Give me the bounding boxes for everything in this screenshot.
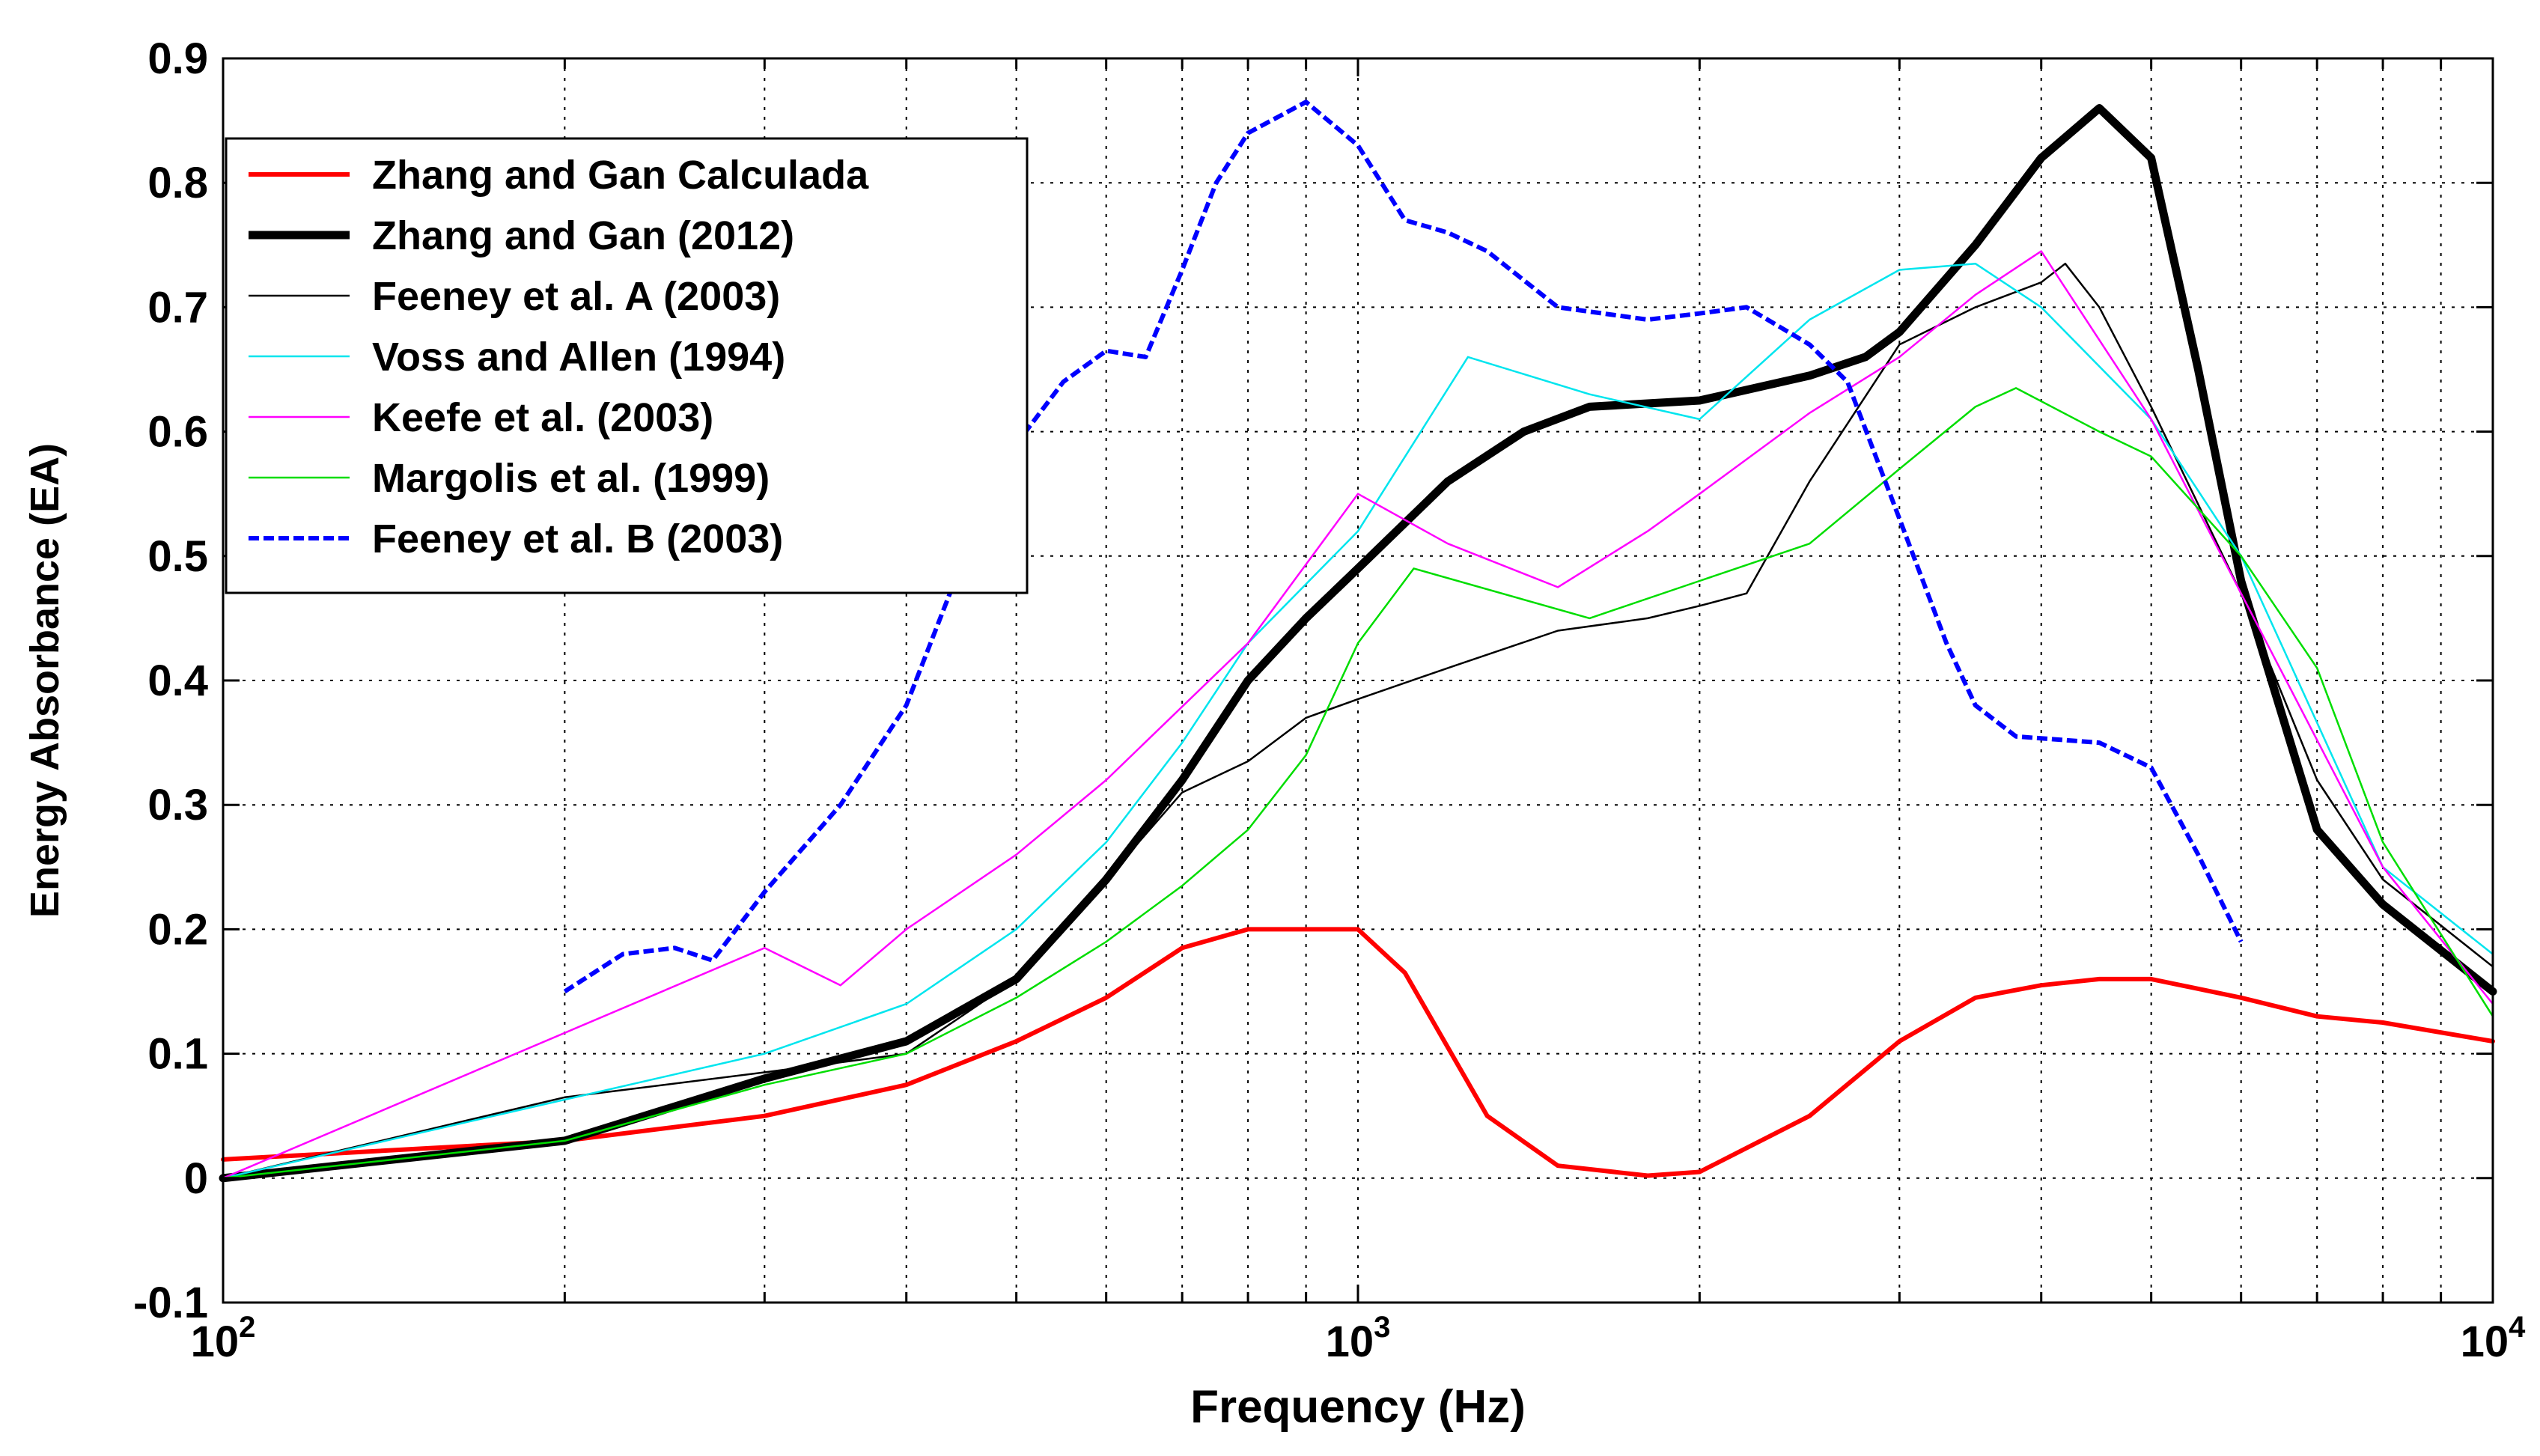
legend-label-1: Zhang and Gan Calculada bbox=[372, 153, 869, 198]
series-line-6 bbox=[222, 387, 2494, 1180]
x-axis-label: Frequency (Hz) bbox=[1190, 1381, 1526, 1433]
y-tick-label: 0.4 bbox=[147, 657, 208, 705]
legend: Zhang and Gan Calculada Zhang and Gan (20… bbox=[225, 137, 1029, 594]
legend-label-2: Zhang and Gan (2012) bbox=[372, 213, 794, 258]
y-tick-label: 0.8 bbox=[147, 159, 208, 207]
y-tick-label: 0.1 bbox=[147, 1030, 208, 1079]
y-tick-label: 0.2 bbox=[147, 905, 208, 954]
legend-label-4: Voss and Allen (1994) bbox=[372, 335, 785, 380]
legend-label-3: Feeney et al. A (2003) bbox=[372, 274, 780, 319]
y-tick-label: 0.7 bbox=[147, 283, 208, 332]
y-tick-label: 0 bbox=[184, 1154, 208, 1203]
y-tick-label: 0.9 bbox=[147, 34, 208, 83]
x-tick-label: 102 bbox=[191, 1311, 256, 1366]
series-layer bbox=[219, 100, 2497, 1183]
series-line-5 bbox=[222, 250, 2494, 1180]
y-tick-label: 0.6 bbox=[147, 408, 208, 457]
legend-label-5: Keefe et al. (2003) bbox=[372, 395, 713, 440]
x-tick-label: 104 bbox=[2461, 1311, 2527, 1366]
y-axis-label: Energy Absorbance (EA) bbox=[22, 443, 67, 918]
legend-box bbox=[225, 137, 1029, 594]
series-line-1 bbox=[221, 927, 2495, 1178]
x-tick-label: 103 bbox=[1326, 1311, 1391, 1366]
y-tick-label: -0.1 bbox=[133, 1279, 208, 1327]
y-tick-label: 0.5 bbox=[147, 532, 208, 581]
series-line-7 bbox=[563, 100, 2244, 994]
y-tick-label: 0.3 bbox=[147, 781, 208, 829]
series-line-3 bbox=[222, 262, 2494, 1180]
legend-label-6: Margolis et al. (1999) bbox=[372, 456, 770, 501]
legend-label-7: Feeney et al. B (2003) bbox=[372, 517, 783, 561]
axes: -0.1 0 0.1 0.2 0.3 0.4 0.5 0.6 0.7 0.8 0.9 102 103 10… bbox=[133, 34, 2526, 1366]
